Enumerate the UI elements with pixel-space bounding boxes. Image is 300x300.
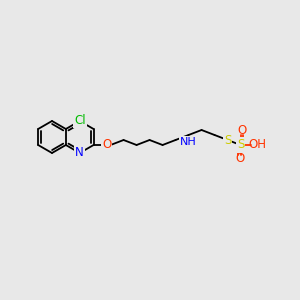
Text: O: O (235, 152, 244, 166)
Text: S: S (237, 139, 244, 152)
Text: S: S (224, 134, 231, 146)
Text: O: O (102, 139, 111, 152)
Text: Cl: Cl (74, 113, 85, 127)
Text: O: O (237, 124, 246, 137)
Text: N: N (75, 146, 84, 160)
Text: NH: NH (180, 137, 197, 147)
Text: OH: OH (249, 139, 267, 152)
